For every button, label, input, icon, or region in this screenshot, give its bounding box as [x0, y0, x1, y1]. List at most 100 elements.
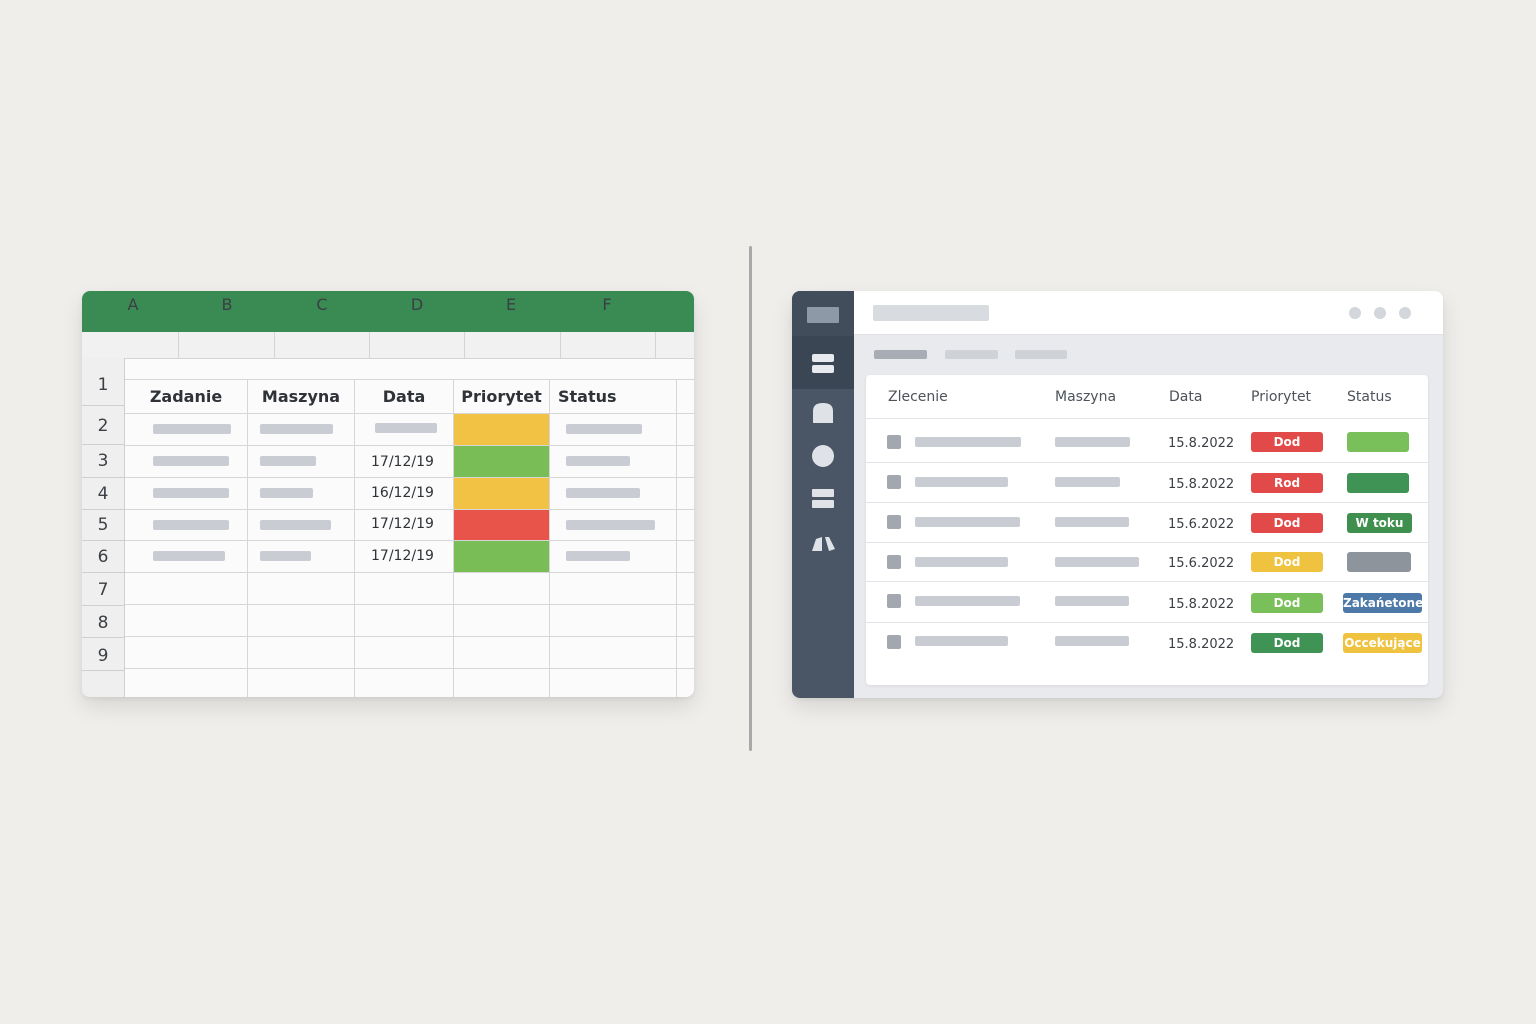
row-header-1[interactable]: 1: [97, 375, 109, 395]
placeholder-text: [375, 423, 437, 433]
table-header-status[interactable]: Status: [1347, 389, 1392, 405]
priority-cell-fill[interactable]: [454, 478, 549, 509]
column-separator: [369, 332, 370, 358]
status-badge[interactable]: Zakańetone: [1343, 593, 1423, 613]
tab-active-placeholder[interactable]: [874, 350, 927, 359]
placeholder-text: [1055, 437, 1130, 447]
column-separator: [274, 332, 275, 358]
row-date: 15.8.2022: [1168, 597, 1235, 612]
priority-cell-fill[interactable]: [454, 446, 549, 477]
row-separator: [82, 670, 124, 671]
row-checkbox[interactable]: [887, 594, 901, 608]
placeholder-text: [260, 551, 311, 561]
placeholder-text: [915, 437, 1021, 447]
row-separator: [82, 477, 124, 478]
header-cell-maszyna[interactable]: Maszyna: [261, 387, 341, 406]
placeholder-text: [1055, 517, 1129, 527]
grid-line: [125, 445, 694, 446]
column-header-a[interactable]: A: [127, 295, 139, 314]
column-header-d[interactable]: D: [410, 295, 424, 314]
grid-line: [125, 509, 694, 510]
menu-icon[interactable]: [792, 291, 854, 336]
placeholder-text: [566, 551, 630, 561]
window-control-dot[interactable]: [1374, 307, 1386, 319]
placeholder-text: [260, 488, 313, 498]
window-control-dot[interactable]: [1399, 307, 1411, 319]
header-cell-status[interactable]: Status: [558, 387, 617, 406]
placeholder-text: [260, 520, 331, 530]
date-cell[interactable]: 16/12/19: [371, 485, 434, 501]
tab-placeholder[interactable]: [945, 350, 998, 359]
table-header-priorytet[interactable]: Priorytet: [1251, 389, 1312, 405]
date-cell[interactable]: 17/12/19: [371, 454, 434, 470]
placeholder-text: [153, 456, 229, 466]
row-header-8[interactable]: 8: [97, 613, 109, 633]
tab-placeholder[interactable]: [1015, 350, 1067, 359]
placeholder-text: [566, 488, 640, 498]
table-header-maszyna[interactable]: Maszyna: [1055, 389, 1117, 405]
orders-table: Zlecenie Maszyna Data Priorytet Status 1…: [866, 375, 1428, 685]
status-badge[interactable]: W toku: [1347, 513, 1412, 533]
status-badge[interactable]: [1347, 552, 1411, 572]
table-header-data[interactable]: Data: [1169, 389, 1203, 405]
row-header-5[interactable]: 5: [97, 515, 109, 535]
row-header-2[interactable]: 2: [97, 416, 109, 436]
placeholder-text: [566, 424, 642, 434]
placeholder-text: [915, 517, 1020, 527]
spreadsheet-window: A B C D E F 1 2 3 4 5 6 7 8 9 Zadanie Ma…: [82, 291, 694, 697]
priority-badge[interactable]: Dod: [1251, 633, 1323, 653]
row-checkbox[interactable]: [887, 555, 901, 569]
row-header-3[interactable]: 3: [97, 451, 109, 471]
priority-badge[interactable]: Dod: [1251, 552, 1323, 572]
top-bar: [854, 291, 1443, 335]
priority-cell-fill[interactable]: [454, 414, 549, 445]
column-separator: [178, 332, 179, 358]
column-header-e[interactable]: E: [505, 295, 517, 314]
priority-badge[interactable]: Dod: [1251, 432, 1323, 452]
row-checkbox[interactable]: [887, 475, 901, 489]
header-cell-priorytet[interactable]: Priorytet: [461, 387, 542, 406]
table-header-zlecenie[interactable]: Zlecenie: [888, 389, 948, 405]
grid-line: [125, 413, 694, 414]
status-badge[interactable]: [1347, 432, 1409, 452]
column-header-f[interactable]: F: [602, 295, 612, 314]
sidebar-item-active[interactable]: [792, 336, 854, 389]
row-checkbox[interactable]: [887, 635, 901, 649]
status-badge[interactable]: Occekujące: [1343, 633, 1422, 653]
row-header-4[interactable]: 4: [97, 484, 109, 504]
date-cell[interactable]: 17/12/19: [371, 516, 434, 532]
window-control-dot[interactable]: [1349, 307, 1361, 319]
grid-line: [549, 379, 550, 697]
column-header-c[interactable]: C: [316, 295, 328, 314]
priority-cell-fill[interactable]: [454, 510, 549, 540]
placeholder-text: [260, 424, 333, 434]
placeholder-text: [260, 456, 316, 466]
table-divider: [866, 581, 1428, 582]
circle-icon[interactable]: [792, 443, 854, 469]
row-date: 15.8.2022: [1168, 637, 1235, 652]
column-header-b[interactable]: B: [221, 295, 233, 314]
table-divider: [866, 418, 1428, 419]
placeholder-text: [915, 636, 1008, 646]
row-header-gutter: [82, 358, 125, 697]
grid-line: [676, 379, 677, 697]
row-header-6[interactable]: 6: [97, 547, 109, 567]
priority-badge[interactable]: Rod: [1251, 473, 1323, 493]
row-header-7[interactable]: 7: [97, 580, 109, 600]
header-cell-zadanie[interactable]: Zadanie: [149, 387, 223, 406]
priority-badge[interactable]: Dod: [1251, 513, 1323, 533]
grid-line: [125, 540, 694, 541]
chart-icon[interactable]: [792, 533, 854, 555]
header-cell-data[interactable]: Data: [382, 387, 426, 406]
row-date: 15.6.2022: [1168, 517, 1235, 532]
box-icon[interactable]: [792, 399, 854, 425]
layers-icon[interactable]: [792, 487, 854, 511]
priority-cell-fill[interactable]: [454, 541, 549, 572]
priority-badge[interactable]: Dod: [1251, 593, 1323, 613]
status-badge[interactable]: [1347, 473, 1409, 493]
list-icon: [812, 354, 834, 373]
row-checkbox[interactable]: [887, 435, 901, 449]
row-header-9[interactable]: 9: [97, 646, 109, 666]
row-checkbox[interactable]: [887, 515, 901, 529]
date-cell[interactable]: 17/12/19: [371, 548, 434, 564]
